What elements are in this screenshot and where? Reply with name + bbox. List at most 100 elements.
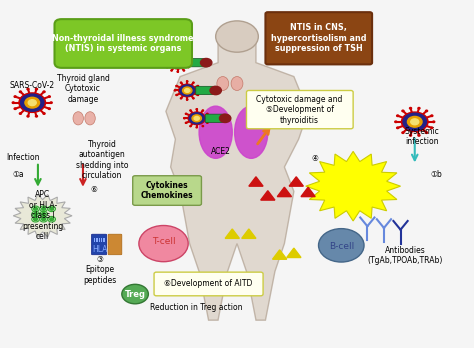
Polygon shape	[13, 195, 72, 237]
FancyBboxPatch shape	[55, 19, 192, 68]
Circle shape	[433, 121, 435, 122]
Circle shape	[410, 135, 411, 136]
Circle shape	[410, 108, 411, 109]
Circle shape	[202, 110, 203, 111]
Text: ①a: ①a	[12, 170, 24, 179]
FancyBboxPatch shape	[265, 12, 372, 64]
Circle shape	[397, 115, 399, 117]
Circle shape	[207, 122, 208, 123]
Ellipse shape	[217, 77, 229, 90]
Circle shape	[196, 109, 197, 110]
Polygon shape	[289, 177, 303, 186]
FancyBboxPatch shape	[108, 234, 122, 255]
Circle shape	[20, 94, 44, 111]
Circle shape	[188, 67, 189, 68]
Text: Treg: Treg	[125, 290, 146, 299]
Circle shape	[219, 114, 231, 122]
Circle shape	[189, 113, 204, 124]
Text: Thyroid
autoantigen
shedding into
circulation: Thyroid autoantigen shedding into circul…	[76, 140, 128, 180]
Circle shape	[183, 70, 184, 71]
Text: SARS-CoV-2: SARS-CoV-2	[9, 81, 55, 90]
Circle shape	[169, 56, 186, 69]
Circle shape	[418, 108, 420, 109]
Ellipse shape	[231, 77, 243, 90]
Circle shape	[36, 116, 37, 117]
Circle shape	[402, 132, 404, 133]
Circle shape	[426, 110, 428, 112]
Text: Cytokines
Chemokines: Cytokines Chemokines	[140, 181, 193, 200]
Circle shape	[19, 93, 46, 112]
Circle shape	[171, 70, 172, 71]
Circle shape	[122, 284, 148, 304]
Polygon shape	[306, 151, 401, 221]
Circle shape	[194, 117, 199, 120]
Circle shape	[395, 121, 397, 122]
Circle shape	[48, 108, 50, 110]
Circle shape	[202, 126, 203, 127]
Circle shape	[181, 82, 182, 83]
Circle shape	[36, 88, 37, 90]
Circle shape	[184, 118, 185, 119]
Circle shape	[193, 98, 194, 99]
Circle shape	[28, 100, 36, 105]
Circle shape	[183, 54, 184, 55]
Text: Systemic
infection: Systemic infection	[404, 127, 439, 147]
Circle shape	[177, 53, 178, 54]
Circle shape	[19, 113, 21, 114]
FancyBboxPatch shape	[186, 58, 207, 67]
Circle shape	[187, 81, 188, 82]
Circle shape	[42, 213, 46, 215]
Circle shape	[190, 126, 191, 127]
Text: Cytotoxic damage and
⑤Development of
thyroiditis: Cytotoxic damage and ⑤Development of thy…	[256, 95, 343, 125]
Circle shape	[210, 86, 221, 95]
Polygon shape	[301, 187, 315, 197]
Circle shape	[175, 61, 180, 64]
Polygon shape	[225, 229, 239, 238]
FancyBboxPatch shape	[196, 86, 217, 95]
Bar	[94, 238, 95, 242]
Circle shape	[50, 102, 52, 103]
Circle shape	[199, 90, 200, 91]
Circle shape	[42, 218, 46, 221]
FancyBboxPatch shape	[246, 90, 353, 129]
Circle shape	[190, 110, 191, 111]
Text: NTIS in CNS,
hypercortisolism and
suppression of TSH: NTIS in CNS, hypercortisolism and suppre…	[271, 23, 366, 53]
Text: ACE2: ACE2	[211, 147, 231, 156]
Text: ⑥: ⑥	[91, 185, 97, 194]
Circle shape	[319, 229, 364, 262]
Polygon shape	[287, 248, 301, 258]
Circle shape	[402, 110, 404, 112]
Circle shape	[173, 59, 182, 66]
Text: TCR: TCR	[108, 245, 123, 254]
Circle shape	[180, 85, 195, 96]
FancyBboxPatch shape	[154, 272, 263, 296]
Circle shape	[216, 21, 258, 52]
Circle shape	[192, 115, 201, 122]
Circle shape	[209, 118, 210, 119]
Text: ③
Epitope
peptides: ③ Epitope peptides	[83, 255, 116, 285]
FancyBboxPatch shape	[91, 234, 107, 255]
Circle shape	[12, 102, 14, 103]
Circle shape	[48, 96, 50, 97]
Circle shape	[397, 127, 399, 129]
Circle shape	[196, 127, 197, 128]
Circle shape	[42, 207, 46, 210]
Circle shape	[187, 99, 188, 100]
Circle shape	[177, 71, 178, 72]
Polygon shape	[277, 187, 292, 197]
Circle shape	[190, 62, 191, 63]
Polygon shape	[249, 177, 263, 186]
Circle shape	[418, 135, 420, 136]
Ellipse shape	[235, 106, 268, 158]
Circle shape	[185, 89, 190, 92]
Circle shape	[179, 84, 196, 97]
Polygon shape	[242, 229, 256, 238]
Circle shape	[171, 54, 172, 55]
FancyBboxPatch shape	[205, 114, 226, 122]
Polygon shape	[273, 250, 287, 259]
Text: Antibodies
(TgAb,TPOAb,TRAb): Antibodies (TgAb,TPOAb,TRAb)	[367, 246, 443, 266]
Circle shape	[34, 207, 37, 210]
Circle shape	[165, 62, 166, 63]
Circle shape	[182, 87, 192, 94]
Circle shape	[19, 91, 21, 93]
